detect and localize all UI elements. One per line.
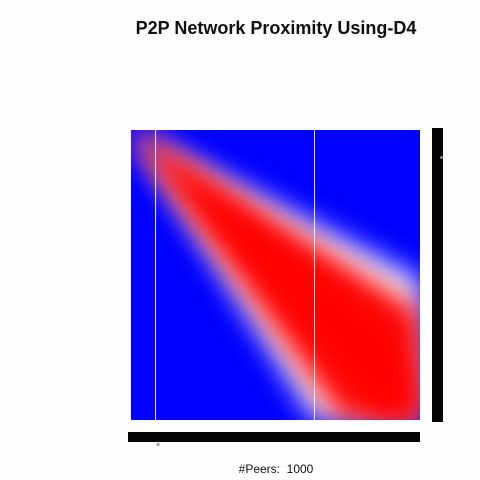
x-axis-label: #Peers: 1000 — [238, 462, 314, 476]
heatmap-svg — [131, 130, 420, 420]
heatmap-plot — [131, 130, 420, 420]
heatmap-red-core — [131, 130, 420, 420]
y-tick-labels — [432, 128, 443, 422]
x-tick-labels — [128, 432, 420, 442]
chart-title: P2P Network Proximity Using-D4 — [135, 18, 417, 38]
x-tick-mark: × — [156, 442, 161, 449]
y-tick-mark — [440, 156, 443, 159]
highlight-lines — [155, 130, 316, 420]
